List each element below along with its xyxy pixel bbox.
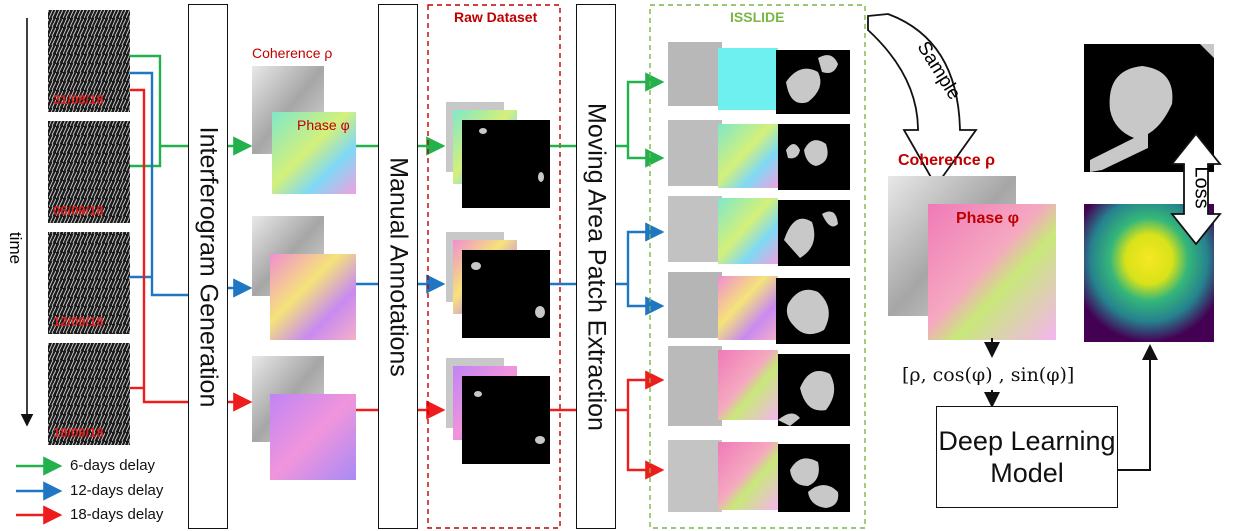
raw-stack-3 — [446, 358, 550, 464]
phase-patch-1 — [272, 112, 356, 194]
patch-extraction-label: Moving Area Patch Extraction — [582, 102, 611, 431]
manual-annotations-box: Manual Annotations — [378, 4, 418, 529]
raw-dataset-frame — [427, 4, 561, 529]
phase-small-label: Phase φ — [297, 117, 350, 133]
sar-image-2 — [48, 121, 130, 223]
deep-learning-model-box: Deep Learning Model — [936, 406, 1118, 508]
model-label-line2: Model — [990, 458, 1064, 488]
sample-arrow — [867, 13, 978, 188]
loss-label: Loss — [1190, 166, 1213, 209]
raw-dataset-title: Raw Dataset — [454, 9, 538, 25]
sar-image-1 — [48, 10, 130, 112]
loss-arrow — [1170, 132, 1222, 246]
coherence-big-label: Coherence ρ — [898, 152, 996, 169]
raw-stack-2 — [446, 232, 550, 338]
phase-patch-3 — [270, 394, 356, 480]
isslide-row-4 — [668, 272, 850, 344]
legend-6-days: 6-days delay — [70, 457, 156, 474]
isslide-row-1 — [668, 42, 850, 114]
sar-image-3 — [48, 232, 130, 334]
legend-18-days: 18-days delay — [70, 506, 164, 523]
model-label-line1: Deep Learning — [938, 426, 1116, 456]
coherence-small-label: Coherence ρ — [252, 45, 333, 61]
input-formula: [ρ, cos(φ) , sin(φ)] — [902, 364, 1075, 386]
date-1: 31/08/18 — [53, 92, 104, 107]
date-3: 12/09/18 — [53, 314, 104, 329]
sar-image-4 — [48, 343, 130, 445]
date-2: 06/09/18 — [53, 203, 104, 218]
isslide-row-3 — [668, 196, 850, 266]
phase-sample — [928, 204, 1056, 340]
time-label: time — [6, 231, 26, 265]
manual-annotations-label: Manual Annotations — [384, 156, 413, 377]
legend-12-days: 12-days delay — [70, 482, 164, 499]
date-4: 18/09/18 — [53, 425, 104, 440]
interferogram-generation-box: Interferogram Generation — [188, 4, 228, 529]
patch-extraction-box: Moving Area Patch Extraction — [576, 4, 616, 529]
isslide-row-5 — [668, 346, 850, 426]
isslide-title: ISSLIDE — [730, 9, 785, 25]
phase-patch-2 — [270, 254, 356, 340]
isslide-row-6 — [668, 440, 850, 512]
raw-stack-1 — [446, 102, 550, 208]
isslide-row-2 — [668, 120, 850, 190]
phase-big-label: Phase φ — [956, 210, 1020, 227]
interferogram-generation-label: Interferogram Generation — [194, 126, 223, 407]
